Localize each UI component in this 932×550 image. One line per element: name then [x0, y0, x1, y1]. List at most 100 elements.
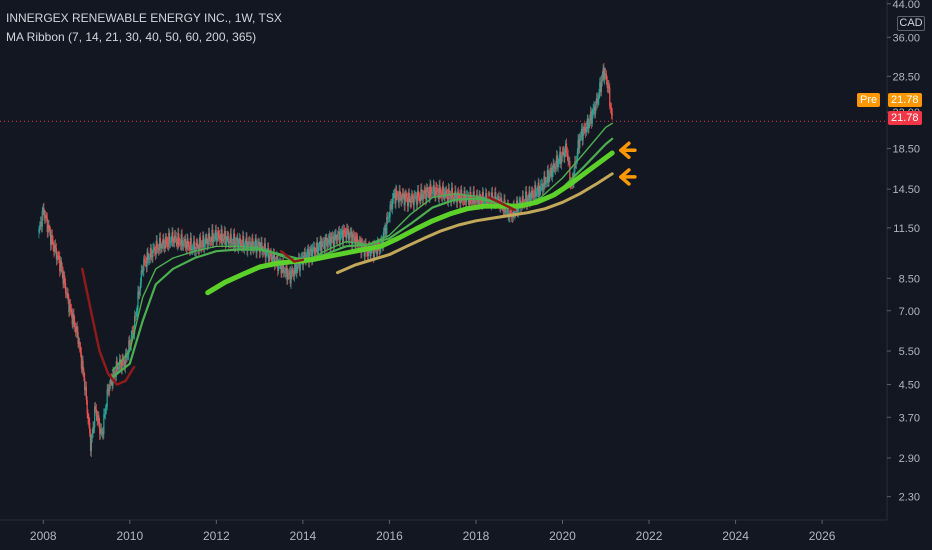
candle-body — [80, 352, 82, 369]
candle-body — [56, 255, 58, 260]
candle-body — [77, 332, 79, 344]
candle-body — [231, 242, 233, 244]
plot-area[interactable] — [0, 62, 887, 457]
candle-body — [298, 258, 300, 272]
candle-body — [289, 271, 291, 284]
candle-body — [109, 378, 112, 385]
candle-body — [597, 99, 599, 104]
candle-body — [440, 192, 442, 195]
candle-body — [498, 196, 500, 205]
candle-body — [581, 128, 583, 141]
candle-body — [490, 202, 492, 205]
candle-body — [94, 406, 97, 410]
candle-body — [580, 128, 583, 136]
candle-body — [486, 193, 488, 204]
candle-body — [507, 205, 509, 217]
candle-body — [576, 152, 578, 160]
candle-body — [212, 229, 214, 243]
candle-body — [150, 248, 152, 256]
candle-body — [390, 204, 392, 206]
candle-body — [338, 231, 340, 243]
candle-body — [420, 189, 422, 201]
candle-body — [122, 359, 124, 361]
candle-body — [288, 271, 290, 274]
candle-body — [609, 106, 612, 109]
candle-body — [299, 260, 301, 272]
candle-body — [328, 235, 330, 240]
candle-body — [580, 135, 582, 138]
candle-body — [94, 406, 96, 428]
candle-body — [89, 433, 92, 452]
candle-body — [529, 191, 531, 202]
indicator-label[interactable]: MA Ribbon (7, 14, 21, 30, 40, 50, 60, 20… — [6, 30, 257, 44]
candle-body — [83, 370, 85, 378]
candle-body — [247, 245, 249, 251]
candle-body — [197, 244, 199, 249]
candle-body — [154, 250, 157, 255]
candle-body — [522, 195, 524, 204]
candle-body — [341, 230, 343, 234]
candle-body — [601, 75, 603, 81]
candle-body — [245, 237, 247, 245]
candle-body — [446, 194, 449, 202]
candle-body — [223, 239, 225, 240]
candle-body — [602, 68, 604, 76]
y-tick-label-7: 8.50 — [899, 273, 920, 285]
candle-body — [287, 273, 289, 281]
candle-body — [272, 258, 274, 263]
candle-body — [590, 111, 592, 120]
time-axis[interactable]: 2008 2010 2012 2014 2016 2018 2020 2022 2024 2026 — [30, 520, 836, 543]
candle-body — [111, 379, 113, 386]
candle-body — [600, 80, 603, 92]
candle-body — [451, 187, 454, 198]
candle-body — [164, 237, 167, 249]
candle-body — [163, 238, 165, 246]
candle-body — [276, 256, 278, 262]
candle-body — [304, 252, 306, 260]
candle-body — [215, 230, 217, 241]
candle-body — [588, 123, 590, 129]
ma-line-fast — [111, 122, 613, 371]
currency-label[interactable]: CAD — [897, 16, 925, 31]
candle-body — [75, 326, 77, 333]
candle-body — [407, 192, 409, 207]
candle-body — [430, 184, 432, 192]
candle-body — [166, 241, 168, 244]
candle-body — [211, 229, 213, 242]
candle-body — [249, 242, 251, 250]
symbol-title[interactable]: INNERGEX RENEWABLE ENERGY INC., 1W, TSX — [6, 11, 282, 25]
candle-body — [531, 190, 533, 194]
candle-body — [248, 241, 251, 243]
candle-body — [51, 234, 53, 241]
candle-body — [311, 248, 313, 260]
candle-body — [47, 225, 49, 232]
candle-body — [389, 204, 391, 217]
candle-body — [267, 247, 269, 253]
candle-body — [195, 242, 197, 251]
candle-body — [257, 244, 259, 247]
candle-body — [342, 230, 344, 243]
candle-body — [350, 232, 352, 234]
candle-body — [131, 330, 133, 336]
candle-body — [270, 252, 272, 256]
candle-body — [317, 242, 319, 255]
candle-body — [321, 242, 323, 254]
candle-body — [393, 193, 395, 195]
candle-body — [428, 192, 430, 199]
candle-body — [476, 194, 478, 200]
candle-body — [426, 187, 429, 192]
candle-body — [284, 271, 286, 274]
candle-body — [49, 230, 52, 245]
candle-body — [315, 247, 317, 254]
candle-body — [65, 292, 68, 295]
candle-body — [233, 233, 236, 248]
candle-body — [155, 240, 157, 255]
candle-body — [458, 195, 460, 198]
candle-body — [263, 243, 266, 251]
candle-body — [258, 242, 260, 245]
candle-body — [265, 252, 267, 258]
candle-body — [314, 251, 316, 254]
candle-body — [556, 155, 558, 168]
candle-body — [532, 193, 534, 198]
